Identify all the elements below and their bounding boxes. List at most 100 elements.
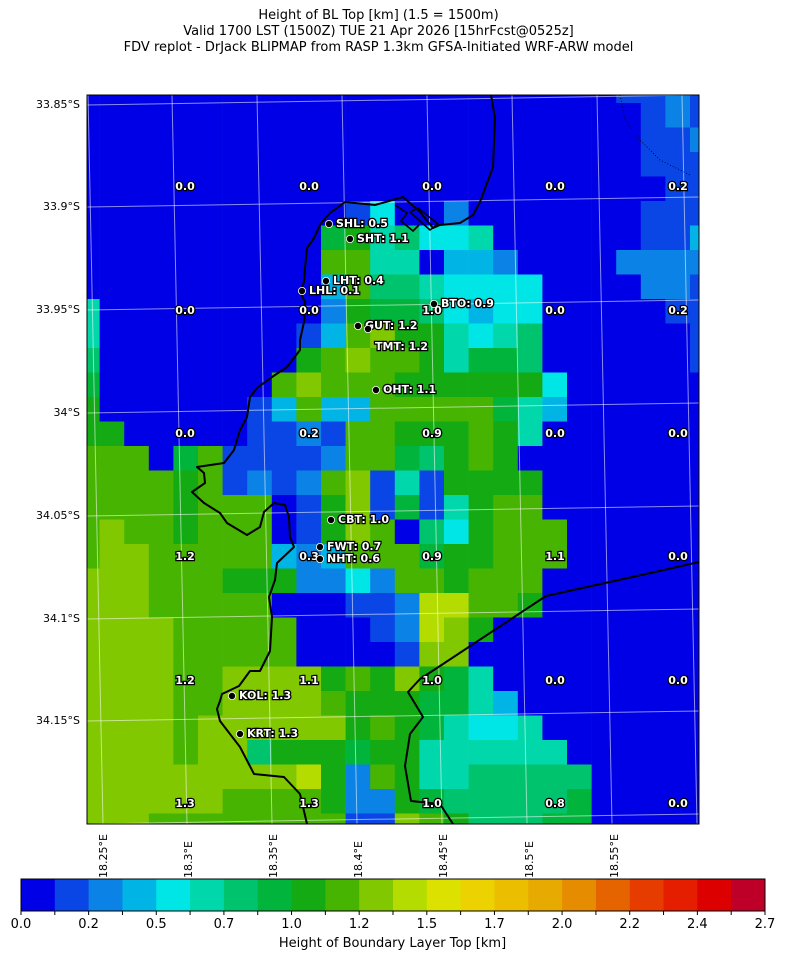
station-marker[interactable] — [345, 234, 354, 243]
grid-value-label: 0.0 — [545, 304, 565, 317]
latitude-line — [87, 505, 699, 517]
heatmap-cell — [87, 225, 100, 251]
longitude-label: 18.4°E — [352, 841, 365, 878]
longitude-label: 18.25°E — [97, 834, 110, 878]
heatmap-cell — [173, 789, 199, 814]
heatmap-cell — [690, 593, 699, 618]
heatmap-cell — [148, 740, 174, 765]
station-marker[interactable] — [353, 321, 362, 330]
heatmap-cell — [173, 225, 199, 251]
heatmap-cell — [173, 691, 199, 716]
heatmap-cell — [640, 470, 666, 496]
heatmap-cell — [640, 544, 666, 569]
heatmap-cell — [444, 715, 469, 741]
heatmap-cell — [124, 299, 150, 324]
station-marker[interactable] — [227, 692, 236, 701]
heatmap-cell — [493, 789, 519, 814]
heatmap-cell — [444, 323, 469, 349]
heatmap-cell — [296, 593, 322, 618]
station-marker[interactable] — [363, 324, 372, 333]
heatmap-cell — [419, 372, 445, 398]
longitude-line — [341, 95, 358, 824]
station-marker[interactable] — [235, 730, 244, 739]
heatmap-cell — [148, 299, 174, 324]
heatmap-cell — [542, 127, 568, 153]
heatmap-cell — [419, 127, 445, 153]
heatmap-cell — [148, 568, 174, 594]
heatmap-cell — [296, 642, 322, 667]
heatmap-cell — [296, 691, 322, 716]
station-marker[interactable] — [429, 299, 438, 308]
heatmap-cell — [271, 593, 297, 618]
colorbar-swatch — [595, 879, 631, 911]
heatmap-cell — [468, 544, 494, 569]
heatmap-cell — [87, 250, 100, 275]
station-marker[interactable] — [324, 219, 333, 228]
heatmap-cell — [394, 323, 420, 349]
heatmap-cell — [124, 225, 150, 251]
station-marker[interactable] — [315, 555, 324, 564]
colorbar-swatch — [663, 879, 698, 911]
heatmap-cell — [148, 789, 174, 814]
heatmap-cell — [222, 421, 248, 447]
colorbar-swatch — [291, 879, 326, 911]
heatmap-cell — [616, 666, 642, 692]
heatmap-cell — [468, 152, 494, 177]
heatmap-cell — [296, 764, 322, 790]
heatmap-cell — [493, 740, 519, 765]
heatmap-cell — [690, 348, 699, 373]
heatmap-cell — [665, 421, 691, 447]
heatmap-cell — [271, 225, 297, 251]
station-marker[interactable] — [321, 276, 330, 285]
heatmap-cell — [99, 544, 125, 569]
heatmap-cell — [542, 764, 568, 790]
grid-value-label: 0.9 — [422, 427, 442, 440]
heatmap-cell — [444, 152, 469, 177]
heatmap-cell — [247, 397, 273, 422]
heatmap-cell — [616, 715, 642, 741]
heatmap-cell — [247, 299, 273, 324]
heatmap-cell — [517, 813, 543, 824]
heatmap-cell — [517, 789, 543, 814]
station-label: CBT: 1.0 — [338, 513, 389, 526]
heatmap-cell — [296, 421, 322, 447]
station-label: LHT: 0.4 — [333, 274, 384, 287]
station-marker[interactable] — [371, 385, 380, 394]
heatmap-cell — [124, 421, 150, 447]
heatmap-cell — [690, 299, 699, 324]
station-marker[interactable] — [297, 286, 306, 295]
heatmap-cell — [124, 152, 150, 177]
heatmap-cell — [345, 495, 371, 520]
colorbar-tick-label: 2.4 — [687, 917, 708, 932]
colorbar — [20, 878, 766, 915]
heatmap-cell — [690, 225, 699, 251]
heatmap-cell — [370, 764, 396, 790]
station-marker[interactable] — [315, 543, 324, 552]
heatmap — [87, 95, 699, 824]
heatmap-cell — [87, 127, 100, 153]
heatmap-cell — [468, 103, 494, 128]
heatmap-cell — [394, 299, 420, 324]
heatmap-cell — [616, 274, 642, 300]
heatmap-cell — [444, 593, 469, 618]
heatmap-cell — [247, 250, 273, 275]
heatmap-cell — [517, 372, 543, 398]
station-marker[interactable] — [326, 516, 335, 525]
heatmap-cell — [222, 299, 248, 324]
heatmap-cell — [665, 715, 691, 741]
heatmap-cell — [370, 348, 396, 373]
heatmap-cell — [222, 323, 248, 349]
heatmap-cell — [640, 740, 666, 765]
heatmap-cell — [640, 201, 666, 226]
heatmap-cell — [148, 813, 174, 824]
heatmap-cell — [444, 764, 469, 790]
heatmap-cell — [616, 250, 642, 275]
heatmap-cell — [468, 789, 494, 814]
longitude-label: 18.55°E — [608, 834, 621, 878]
heatmap-cell — [665, 764, 691, 790]
heatmap-cell — [173, 274, 199, 300]
heatmap-cell — [591, 372, 617, 398]
heatmap-cell — [271, 323, 297, 349]
heatmap-cell — [173, 127, 199, 153]
heatmap-cell — [542, 299, 568, 324]
